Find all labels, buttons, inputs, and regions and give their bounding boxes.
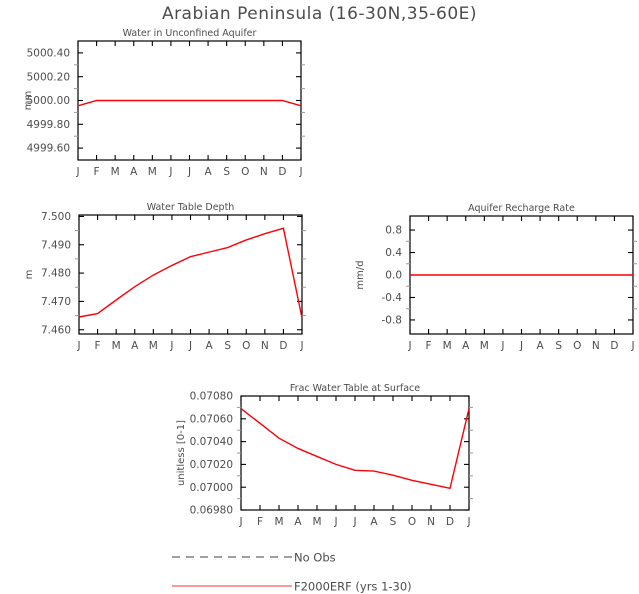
x-tick-label: J xyxy=(169,340,173,352)
x-tick-label: J xyxy=(299,340,303,352)
x-tick-label: A xyxy=(205,340,213,352)
x-tick-label: J xyxy=(519,340,523,352)
x-tick-label: J xyxy=(466,516,470,528)
series-line-1 xyxy=(77,99,302,107)
plot-frame xyxy=(240,395,470,511)
x-tick-label: O xyxy=(241,166,249,178)
y-tick-label: 0.07060 xyxy=(190,413,233,425)
x-tick-label: J xyxy=(500,340,504,352)
x-tick-label: M xyxy=(111,166,120,178)
x-tick-label: A xyxy=(462,340,470,352)
x-tick-label: J xyxy=(187,166,191,178)
y-tick-label: 0.0 xyxy=(385,270,402,282)
y-tick-label: -0.8 xyxy=(382,315,403,327)
x-tick-label: D xyxy=(610,340,618,352)
y-tick-label: 5000.00 xyxy=(27,95,70,107)
x-tick-label: M xyxy=(274,516,283,528)
x-tick-label: D xyxy=(279,340,287,352)
x-tick-label: J xyxy=(238,516,242,528)
y-axis-label: unitless [0-1] xyxy=(176,420,187,486)
y-tick-label: 7.480 xyxy=(41,268,71,280)
y-tick-label: 5000.40 xyxy=(27,48,70,60)
legend-label-2: F2000ERF (yrs 1-30) xyxy=(294,580,412,594)
x-tick-label: A xyxy=(536,340,544,352)
x-tick-label: F xyxy=(94,166,100,178)
y-tick-label: 7.500 xyxy=(41,211,71,223)
x-tick-label: D xyxy=(278,166,286,178)
x-tick-label: A xyxy=(204,166,212,178)
x-tick-label: S xyxy=(224,340,231,352)
y-axis-label: mm xyxy=(23,91,34,110)
y-tick-label: 0.07040 xyxy=(190,436,233,448)
panel-title: Frac Water Table at Surface xyxy=(290,383,420,394)
panel-title: Water Table Depth xyxy=(147,202,235,213)
x-tick-label: F xyxy=(257,516,263,528)
figure-title: Arabian Peninsula (16-30N,35-60E) xyxy=(162,4,477,24)
x-tick-label: N xyxy=(260,166,268,178)
series-line-1 xyxy=(240,407,470,490)
x-tick-label: J xyxy=(298,166,302,178)
series-line-1 xyxy=(78,227,303,318)
panel-title: Aquifer Recharge Rate xyxy=(468,203,575,214)
x-tick-label: M xyxy=(480,340,489,352)
x-tick-label: M xyxy=(312,516,321,528)
x-tick-label: A xyxy=(294,516,302,528)
x-tick-label: J xyxy=(168,166,172,178)
x-tick-label: F xyxy=(426,340,432,352)
x-tick-label: F xyxy=(95,340,101,352)
x-tick-label: J xyxy=(76,340,80,352)
y-axis-label: mm/d xyxy=(355,260,366,289)
y-tick-label: 7.470 xyxy=(41,296,71,308)
x-tick-label: M xyxy=(149,340,158,352)
x-tick-label: N xyxy=(427,516,435,528)
x-tick-label: S xyxy=(223,166,230,178)
x-tick-label: J xyxy=(630,340,634,352)
x-tick-label: J xyxy=(75,166,79,178)
x-tick-label: M xyxy=(443,340,452,352)
x-tick-label: J xyxy=(407,340,411,352)
y-tick-label: 0.07080 xyxy=(190,391,233,403)
x-tick-label: S xyxy=(555,340,562,352)
x-tick-label: A xyxy=(131,340,139,352)
y-tick-label: 0.07020 xyxy=(190,459,233,471)
x-tick-label: M xyxy=(112,340,121,352)
x-tick-label: S xyxy=(390,516,397,528)
y-tick-label: -0.4 xyxy=(382,292,403,304)
x-tick-label: O xyxy=(408,516,416,528)
y-tick-label: 4999.80 xyxy=(27,119,70,131)
x-tick-label: J xyxy=(352,516,356,528)
x-tick-label: M xyxy=(148,166,157,178)
x-tick-label: N xyxy=(261,340,269,352)
panel-title: Water in Unconfined Aquifer xyxy=(123,28,257,39)
y-tick-label: 0.06980 xyxy=(190,505,233,517)
y-tick-label: 0.4 xyxy=(385,247,402,259)
x-tick-label: D xyxy=(446,516,454,528)
y-axis-label: m xyxy=(24,270,35,280)
x-tick-label: O xyxy=(573,340,581,352)
x-tick-label: A xyxy=(370,516,378,528)
x-tick-label: J xyxy=(188,340,192,352)
x-tick-label: A xyxy=(130,166,138,178)
x-tick-label: O xyxy=(242,340,250,352)
legend: No Obs F2000ERF (yrs 1-30) xyxy=(172,551,412,594)
y-tick-label: 7.460 xyxy=(41,324,71,336)
x-tick-label: N xyxy=(592,340,600,352)
legend-label-1: No Obs xyxy=(294,551,336,565)
y-tick-label: 0.07000 xyxy=(190,482,233,494)
x-tick-label: J xyxy=(333,516,337,528)
y-tick-label: 0.8 xyxy=(385,225,402,237)
y-tick-label: 7.490 xyxy=(41,239,71,251)
y-tick-label: 4999.60 xyxy=(27,143,70,155)
y-tick-label: 5000.20 xyxy=(27,71,70,83)
